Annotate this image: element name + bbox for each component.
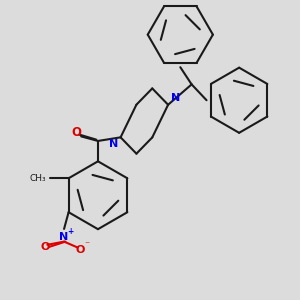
Text: N: N: [171, 93, 180, 103]
Text: O: O: [72, 126, 82, 139]
Text: O: O: [75, 245, 85, 255]
Text: ⁻: ⁻: [85, 240, 90, 250]
Text: O: O: [40, 242, 50, 252]
Text: N: N: [59, 232, 69, 242]
Text: +: +: [67, 227, 73, 236]
Text: CH₃: CH₃: [29, 174, 46, 183]
Text: N: N: [109, 139, 118, 149]
